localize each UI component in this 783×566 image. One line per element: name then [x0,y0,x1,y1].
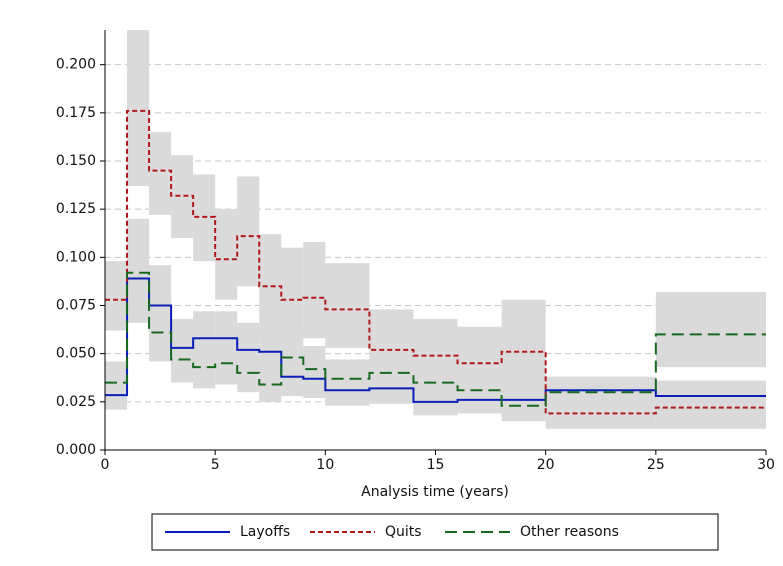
y-tick-label: 0.025 [56,394,96,410]
confidence-band [501,299,546,393]
confidence-band [259,234,282,331]
confidence-band [149,132,172,215]
legend-label: Other reasons [520,524,619,540]
confidence-band [105,261,128,331]
x-axis-label: Analysis time (years) [361,484,509,500]
y-tick-label: 0.150 [56,153,96,169]
legend-label: Layoffs [240,524,290,540]
confidence-band [501,388,546,422]
confidence-band [215,338,238,385]
x-tick-label: 15 [427,457,445,473]
confidence-band [281,332,304,379]
confidence-band [171,155,194,239]
step-line [105,271,766,407]
confidence-band [127,30,150,187]
step-line [105,277,766,403]
confidence-band [259,363,282,402]
confidence-band [127,218,150,318]
confidence-band [105,361,128,400]
y-tick-label: 0.050 [56,346,96,362]
confidence-band [193,342,216,389]
x-tick-label: 5 [211,457,220,473]
step-line [105,109,766,415]
x-tick-label: 30 [757,457,775,473]
confidence-band [303,241,326,339]
confidence-band [655,292,766,368]
y-tick-label: 0.175 [56,105,96,121]
y-tick-label: 0.075 [56,298,96,314]
confidence-band [281,247,304,339]
confidence-band [545,376,656,408]
x-tick-label: 25 [647,457,665,473]
legend-label: Quits [385,524,422,540]
confidence-band [149,295,172,362]
x-tick-label: 0 [101,457,110,473]
confidence-band [237,349,260,393]
confidence-band [655,392,766,429]
y-tick-label: 0.200 [56,57,96,73]
y-tick-label: 0.125 [56,201,96,217]
confidence-band [259,324,282,373]
y-tick-label: 0.100 [56,249,96,265]
legend-box [151,513,719,551]
x-tick-label: 20 [537,457,555,473]
confidence-band [237,176,260,287]
x-tick-label: 10 [316,457,334,473]
y-tick-label: 0.000 [56,442,96,458]
confidence-band [325,263,370,348]
confidence-band [303,345,326,389]
confidence-band [171,332,194,383]
confidence-band [215,209,238,300]
legend: Layoffs Quits Other reasons [151,513,719,551]
